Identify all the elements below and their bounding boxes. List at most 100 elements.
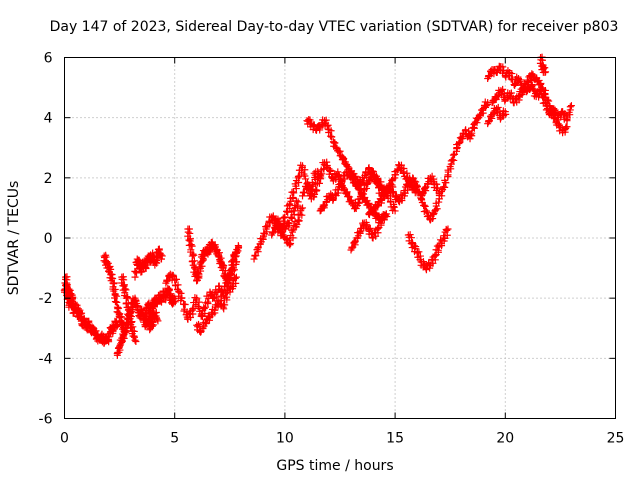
- x-tick-label: 0: [60, 431, 69, 447]
- data-point: [254, 244, 262, 252]
- data-point: [178, 294, 186, 302]
- data-point: [446, 162, 454, 170]
- data-point: [348, 175, 356, 183]
- data-point: [73, 301, 81, 309]
- data-point: [288, 214, 296, 222]
- data-point: [328, 133, 336, 141]
- data-point: [541, 69, 549, 77]
- data-point: [260, 229, 268, 237]
- data-point: [133, 269, 141, 277]
- data-point: [170, 295, 178, 303]
- data-point: [171, 294, 179, 302]
- y-tick-label: 4: [44, 111, 53, 127]
- y-tick-label: -6: [39, 412, 53, 428]
- x-tick-label: 20: [496, 431, 514, 447]
- data-point: [187, 246, 195, 254]
- data-point: [377, 219, 385, 227]
- data-point: [529, 71, 537, 79]
- data-point: [468, 129, 476, 137]
- data-point: [537, 79, 545, 87]
- data-point: [152, 312, 160, 320]
- data-point: [168, 299, 176, 307]
- x-tick-label: 10: [276, 431, 294, 447]
- data-point: [503, 94, 511, 102]
- data-point: [307, 186, 315, 194]
- data-point: [352, 205, 360, 213]
- data-point: [172, 275, 180, 283]
- data-point: [121, 289, 129, 297]
- data-point: [280, 214, 288, 222]
- data-point: [186, 229, 194, 237]
- data-point: [169, 271, 177, 279]
- data-point: [541, 91, 549, 99]
- data-point: [131, 267, 139, 275]
- data-point: [285, 236, 293, 244]
- data-point: [455, 140, 463, 148]
- data-point: [295, 217, 303, 225]
- data-point: [204, 298, 212, 306]
- data-point: [351, 238, 359, 246]
- data-point: [499, 85, 507, 93]
- data-point: [484, 118, 492, 126]
- data-point: [231, 274, 239, 282]
- data-point: [508, 70, 516, 78]
- data-point: [124, 299, 132, 307]
- data-point: [562, 124, 570, 132]
- data-point: [308, 179, 316, 187]
- axis-ticks: 0 5 10 15 20 25 -6 -4 -2 0 2 4 6: [39, 51, 625, 447]
- data-point: [323, 162, 331, 170]
- data-point: [431, 251, 439, 259]
- data-point: [191, 264, 199, 272]
- data-point: [420, 201, 428, 209]
- data-point: [197, 328, 205, 336]
- data-point: [165, 287, 173, 295]
- data-point: [232, 273, 240, 281]
- data-point: [499, 112, 507, 120]
- data-point: [347, 196, 355, 204]
- data-point: [494, 103, 502, 111]
- data-point: [348, 200, 356, 208]
- data-point: [282, 235, 290, 243]
- x-tick-label: 25: [607, 431, 625, 447]
- data-point: [65, 285, 73, 293]
- data-point: [292, 185, 300, 193]
- data-point: [110, 287, 118, 295]
- data-point: [294, 172, 302, 180]
- data-point: [250, 255, 258, 263]
- data-point: [124, 293, 132, 301]
- x-tick-label: 15: [386, 431, 404, 447]
- data-point: [335, 148, 343, 156]
- data-point: [223, 293, 231, 301]
- data-point: [566, 103, 574, 111]
- data-point: [263, 223, 271, 231]
- data-point: [344, 192, 352, 200]
- data-point: [538, 84, 546, 92]
- data-points: [60, 53, 575, 359]
- data-point: [432, 202, 440, 210]
- data-point: [251, 252, 259, 260]
- data-point: [294, 198, 302, 206]
- data-point: [550, 113, 558, 121]
- data-point: [516, 78, 524, 86]
- data-point: [219, 301, 227, 309]
- x-tick-label: 5: [170, 431, 179, 447]
- grid: [64, 57, 616, 419]
- data-point: [413, 182, 421, 190]
- data-point: [359, 177, 367, 185]
- data-point: [449, 151, 457, 159]
- y-tick-label: 2: [44, 171, 53, 187]
- data-point: [434, 246, 442, 254]
- data-point: [357, 189, 365, 197]
- data-point: [190, 257, 198, 265]
- data-point: [299, 192, 307, 200]
- data-point: [421, 202, 429, 210]
- data-point: [317, 172, 325, 180]
- data-point: [340, 155, 348, 163]
- data-point: [228, 257, 236, 265]
- data-point: [332, 143, 340, 151]
- data-point: [432, 206, 440, 214]
- data-point: [132, 337, 140, 345]
- data-point: [142, 264, 150, 272]
- data-point: [414, 188, 422, 196]
